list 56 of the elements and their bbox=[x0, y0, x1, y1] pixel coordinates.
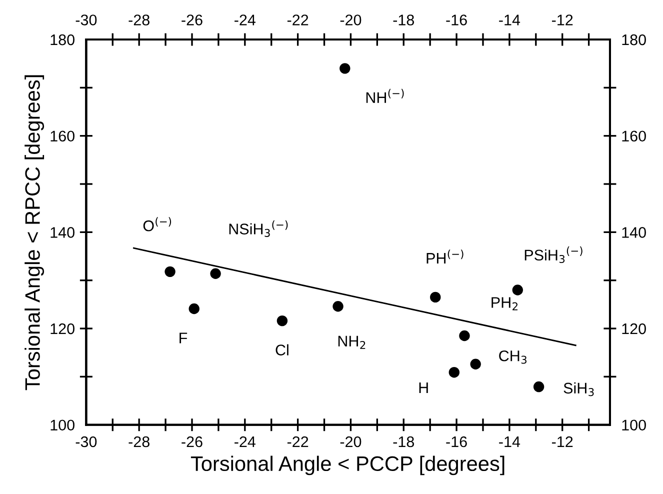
x-tick-label: -28 bbox=[128, 436, 150, 448]
y-tick-label: 140 bbox=[50, 227, 74, 238]
point bbox=[210, 268, 221, 279]
point bbox=[470, 358, 481, 370]
x2-tick-label: -22 bbox=[287, 14, 308, 26]
point bbox=[533, 381, 544, 392]
x2-tick-label: -24 bbox=[234, 14, 256, 26]
annotation: F bbox=[180, 332, 188, 344]
x-tick-label: -30 bbox=[76, 436, 97, 448]
annotation: CH$_{3}$ bbox=[499, 350, 526, 364]
y2-tick-label: 120 bbox=[622, 323, 646, 334]
x-tick-label: -22 bbox=[287, 436, 308, 448]
point bbox=[340, 63, 350, 74]
point bbox=[459, 330, 470, 342]
annotation: PSiH$_{3}$$^{(−)}$ bbox=[524, 246, 582, 264]
point bbox=[332, 301, 344, 312]
x2-tick-label: -28 bbox=[128, 14, 150, 26]
x-tick-label: -24 bbox=[234, 436, 256, 448]
x2-tick-label: -16 bbox=[446, 14, 467, 26]
y-tick-label: 180 bbox=[50, 34, 74, 46]
y2-tick-label: 160 bbox=[622, 130, 646, 142]
x2-tick-label: -30 bbox=[76, 14, 97, 26]
point bbox=[430, 292, 441, 303]
y-tick-label: 120 bbox=[50, 323, 74, 334]
y2-tick-label: 180 bbox=[622, 34, 646, 46]
x-tick-label: -14 bbox=[499, 436, 520, 448]
annotation: NH$^{(−)}$ bbox=[366, 88, 404, 103]
annotation: SiH$_{3}$ bbox=[564, 382, 594, 396]
point bbox=[448, 366, 460, 378]
x-tick-label: -18 bbox=[393, 436, 414, 448]
x2-tick-label: -12 bbox=[552, 14, 573, 26]
x-tick-label: -26 bbox=[182, 436, 202, 448]
annotation: NH$_{2}$ bbox=[338, 336, 366, 349]
annotation: PH$^{(−)}$ bbox=[426, 250, 464, 264]
annotation: NSiH$_{3}$$^{(−)}$ bbox=[229, 220, 288, 237]
x-tick-label: -20 bbox=[340, 436, 362, 448]
point bbox=[164, 266, 176, 278]
x-tick-label: -12 bbox=[552, 436, 573, 448]
y-tick-label: 100 bbox=[50, 420, 74, 431]
annotation: PH$_{2}$ bbox=[492, 297, 518, 310]
y-axis-title: Torsional Angle < RPCC [degrees] bbox=[24, 75, 44, 390]
y-tick-label: 160 bbox=[50, 130, 74, 142]
x2-tick-label: -26 bbox=[182, 14, 202, 26]
x2-tick-label: -20 bbox=[340, 14, 362, 26]
annotation: H bbox=[419, 382, 428, 393]
point bbox=[512, 284, 523, 296]
annotation: Cl bbox=[276, 344, 288, 356]
x-axis-title: Torsional Angle < PCCP [degrees] bbox=[190, 456, 504, 476]
x-tick-label: -16 bbox=[446, 436, 467, 448]
y2-tick-label: 140 bbox=[622, 227, 646, 238]
x2-tick-label: -18 bbox=[393, 14, 414, 26]
point bbox=[276, 315, 288, 326]
point bbox=[188, 303, 200, 314]
y2-tick-label: 100 bbox=[622, 420, 646, 431]
x2-tick-label: -14 bbox=[499, 14, 520, 26]
annotation: O$^{(−)}$ bbox=[143, 217, 172, 232]
